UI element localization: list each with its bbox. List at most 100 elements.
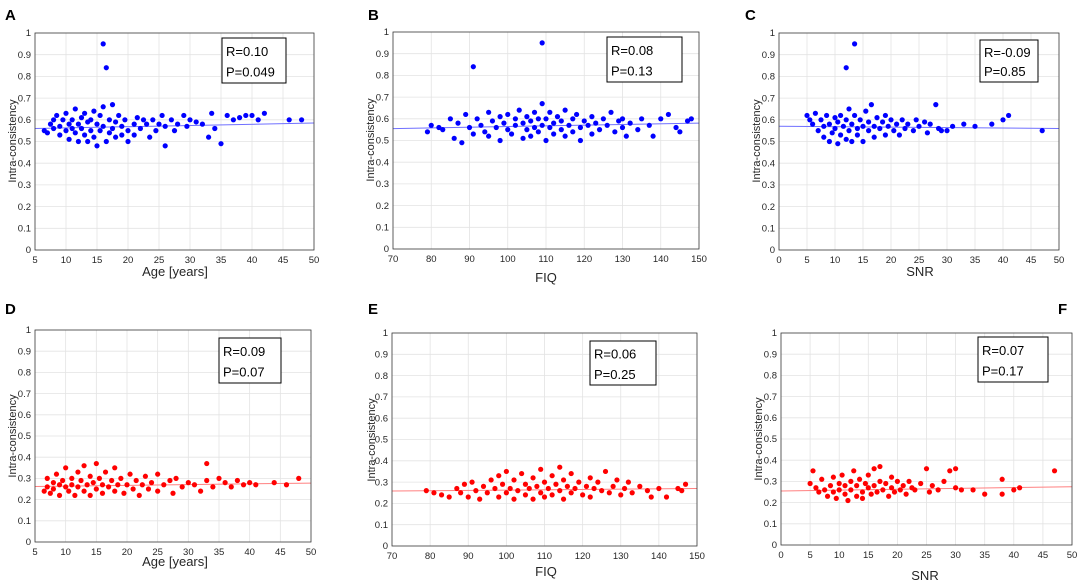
data-point: [109, 102, 116, 108]
data-point: [511, 496, 517, 502]
data-point: [851, 468, 857, 474]
axes-frame: [392, 31, 700, 250]
data-point: [877, 463, 883, 470]
data-point: [865, 485, 871, 491]
data-point: [916, 123, 922, 129]
data-point: [829, 130, 835, 136]
data-point: [91, 108, 97, 114]
y-tick-label: 0.7: [18, 93, 31, 104]
x-tick-label: 40: [998, 255, 1009, 266]
data-point: [496, 494, 502, 500]
data-point: [63, 484, 69, 490]
data-point: [168, 117, 174, 123]
data-point: [69, 475, 75, 481]
data-point: [469, 479, 475, 485]
data-point: [635, 127, 641, 133]
data-point: [489, 118, 496, 124]
data-point: [63, 465, 69, 471]
data-point: [113, 119, 119, 125]
data-point: [593, 120, 599, 126]
x-tick-label: 25: [921, 550, 932, 561]
data-point: [216, 475, 222, 481]
y-tick-label: 0: [383, 541, 388, 552]
data-point: [100, 104, 106, 110]
x-axis-label: FIQ: [535, 564, 557, 579]
data-point: [224, 112, 230, 119]
data-point: [531, 124, 538, 131]
data-point: [436, 124, 442, 131]
data-point: [522, 481, 529, 487]
data-point: [608, 109, 614, 115]
stats-legend-box: [979, 39, 1039, 83]
data-point: [843, 65, 849, 71]
data-point: [682, 481, 689, 487]
r-value-text: R=0.10: [226, 44, 268, 59]
data-point: [882, 112, 889, 119]
stats-legend-box: [606, 36, 683, 83]
data-point: [72, 130, 78, 136]
data-point: [478, 122, 484, 128]
data-point: [595, 479, 601, 485]
data-point: [883, 480, 889, 487]
data-point: [625, 479, 631, 485]
data-point: [465, 494, 471, 500]
data-point: [508, 131, 515, 137]
data-point: [72, 106, 78, 112]
axes-frame: [34, 329, 312, 543]
regression-line: [34, 482, 312, 487]
data-point: [591, 485, 597, 492]
x-tick-label: 5: [32, 255, 37, 266]
data-point: [122, 117, 128, 123]
data-point: [173, 475, 179, 481]
data-point: [492, 485, 498, 492]
x-tick-label: 130: [615, 254, 631, 265]
data-point: [827, 483, 834, 489]
data-point: [493, 124, 499, 131]
data-point: [852, 41, 858, 47]
data-point: [629, 490, 635, 496]
data-point: [871, 466, 877, 472]
data-point: [499, 481, 506, 487]
data-point: [193, 119, 199, 125]
data-point: [185, 480, 191, 486]
data-point: [860, 123, 866, 129]
y-tick-label: 0.6: [376, 114, 389, 125]
data-point: [486, 133, 492, 139]
regression-line: [780, 486, 1073, 492]
data-point: [438, 492, 445, 498]
data-point: [212, 125, 218, 132]
data-point: [539, 101, 545, 107]
data-point: [824, 112, 830, 119]
data-point: [918, 480, 924, 487]
x-tick-label: 120: [576, 254, 592, 265]
data-point: [810, 468, 816, 474]
data-point: [551, 131, 557, 137]
panel-c: 0 5 10 15 20 25 30 35 40 45 50 0 0.1 0.2 0.3 0.4 0.5 0.6 0…: [745, 7, 1064, 279]
data-point: [562, 107, 568, 113]
data-point: [78, 477, 84, 484]
data-point: [181, 112, 187, 119]
data-point: [644, 488, 651, 494]
data-point: [866, 128, 872, 134]
data-point: [862, 480, 868, 487]
data-point: [807, 117, 813, 123]
data-point: [191, 482, 198, 488]
panel-letter: F: [1058, 301, 1067, 318]
data-point: [451, 135, 457, 141]
data-point: [557, 488, 563, 494]
y-tick-label: 0.1: [18, 516, 31, 527]
data-point: [97, 112, 103, 119]
data-point: [877, 478, 883, 484]
data-point: [989, 121, 995, 127]
x-tick-label: 30: [183, 547, 194, 558]
data-point: [677, 129, 683, 135]
data-point: [524, 114, 530, 120]
data-point: [237, 115, 243, 121]
data-point: [832, 115, 838, 121]
y-tick-label: 0.7: [376, 92, 389, 103]
data-point: [78, 115, 85, 121]
data-point: [99, 490, 106, 496]
y-tick-label: 0.5: [375, 435, 388, 446]
x-tick-label: 5: [804, 255, 809, 266]
